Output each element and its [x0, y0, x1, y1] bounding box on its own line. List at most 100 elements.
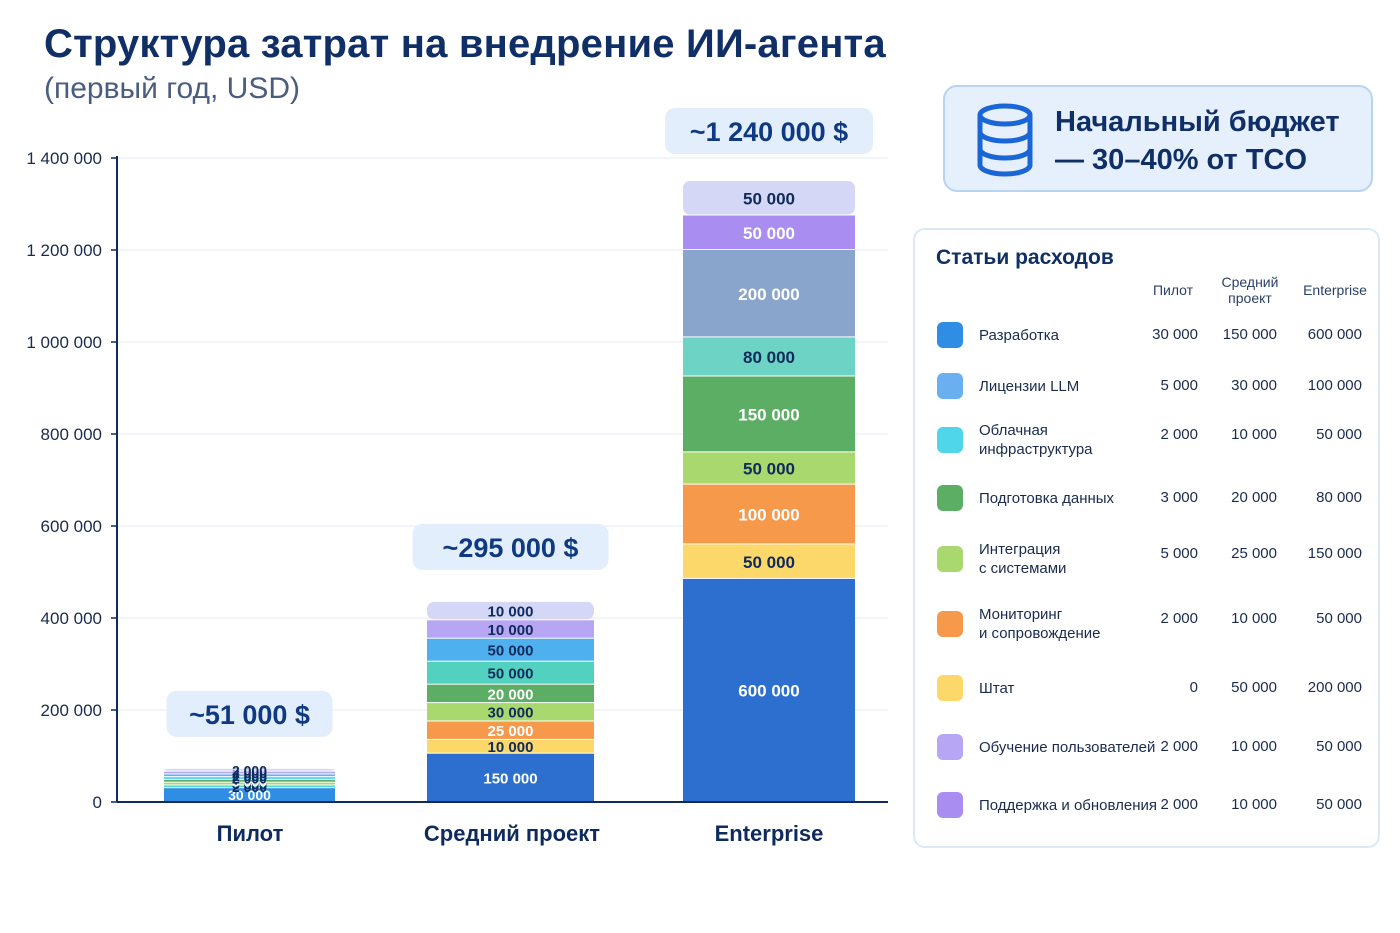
legend-row-value: 50 000 [1316, 738, 1362, 755]
bar-segment [683, 578, 855, 801]
segment-label: 25 000 [488, 723, 534, 740]
legend-row-value: 150 000 [1307, 545, 1362, 562]
legend-row-label: Лицензии LLM [979, 378, 1080, 395]
page-subtitle: (первый год, USD) [44, 72, 301, 105]
bar-segment [427, 739, 594, 753]
legend-swatch [937, 792, 963, 818]
bar-segment [683, 215, 855, 249]
bar-segment [683, 544, 855, 578]
legend-row-value: 10 000 [1231, 426, 1277, 443]
legend-swatch [937, 675, 963, 701]
legend-row-value: 50 000 [1316, 610, 1362, 627]
legend-row-value: 80 000 [1316, 489, 1362, 506]
segment-label: 30 000 [228, 787, 271, 803]
segment-label: 80 000 [743, 348, 795, 367]
bar-segment [164, 782, 335, 785]
segment-label: 30 000 [488, 705, 534, 722]
total-badge [665, 108, 873, 154]
legend-swatch [937, 427, 963, 453]
legend-swatch [937, 373, 963, 399]
bar-segment [427, 703, 594, 721]
bar-segment [164, 788, 335, 801]
legend-panel: Статьи расходов Пилот Средний проект Enter… [913, 228, 1380, 848]
bar-segment [164, 779, 335, 782]
y-tick-label: 400 000 [41, 609, 102, 628]
legend-row-value: 150 000 [1222, 326, 1277, 343]
segment-label: 2 000 [232, 762, 267, 778]
bar-segment [427, 721, 594, 739]
legend-row-value: 0 [1189, 679, 1198, 696]
legend-row: Мониторинг и сопровождение 2 000 10 000 50 … [915, 602, 1382, 646]
bar-segment [683, 337, 855, 376]
legend-row-value: 50 000 [1316, 796, 1362, 813]
legend-row-value: 600 000 [1307, 326, 1362, 343]
legend-row: Поддержка и обновления 2 000 10 000 50 000 [915, 783, 1382, 827]
total-label: ~1 240 000 $ [690, 117, 848, 147]
legend-row-value: 5 000 [1160, 377, 1198, 394]
legend-row-label: Разработка [979, 327, 1059, 344]
bar-segment [683, 250, 855, 337]
legend-row-label: Подготовка данных [979, 490, 1115, 507]
legend-row: Интеграция с системами 5 000 25 000 150 000 [915, 537, 1382, 581]
total-badge [412, 523, 609, 570]
legend-row-label: Поддержка и обновления [979, 797, 1158, 814]
legend-row-label: Облачная инфраструктура [979, 422, 1093, 458]
x-tick-label: Enterprise [715, 821, 824, 846]
bar-segment [683, 452, 855, 484]
segment-label: 50 000 [488, 666, 534, 683]
legend-row-value: 10 000 [1231, 796, 1277, 813]
segment-label: 50 000 [488, 643, 534, 660]
page-title: Структура затрат на внедрение ИИ-агента [44, 22, 886, 66]
legend-row: Штат 0 50 000 200 000 [915, 666, 1382, 710]
legend-row-value: 3 000 [1160, 489, 1198, 506]
legend-row-value: 200 000 [1307, 679, 1362, 696]
legend-row-value: 100 000 [1307, 377, 1362, 394]
segment-label: 150 000 [738, 406, 799, 425]
legend-row-value: 30 000 [1231, 377, 1277, 394]
legend-row-value: 50 000 [1231, 679, 1277, 696]
segment-label: 100 000 [738, 506, 799, 525]
bar-segment [427, 620, 594, 638]
y-tick-label: 0 [93, 793, 102, 812]
total-label: ~295 000 $ [443, 533, 579, 563]
total-badge [166, 690, 333, 737]
legend-row-label: Мониторинг и сопровождение [979, 606, 1101, 642]
legend-row-value: 2 000 [1160, 610, 1198, 627]
legend-row-label: Штат [979, 680, 1015, 697]
legend-row-label: Обучение пользователей [979, 739, 1156, 756]
bar-segment [683, 484, 855, 544]
legend-row-value: 10 000 [1231, 610, 1277, 627]
legend-swatch [937, 485, 963, 511]
segment-label: 20 000 [488, 686, 534, 703]
bar-segment [427, 638, 594, 661]
x-tick-label: Пилот [217, 821, 284, 846]
legend-swatch [937, 734, 963, 760]
legend-row: Обучение пользователей 2 000 10 000 50 000 [915, 725, 1382, 769]
budget-note-text: Начальный бюджет — 30–40% от TCO [1055, 106, 1340, 176]
x-tick-label: Средний проект [424, 821, 600, 846]
y-tick-label: 800 000 [41, 425, 102, 444]
bar-segment [164, 785, 335, 788]
stacked-bar-chart: 0 200 000 400 000 600 000 800 000 1 000 000 1 … [26, 108, 888, 846]
bar-segment [683, 181, 855, 215]
bar-segment [164, 774, 335, 777]
segment-label: 10 000 [488, 622, 534, 639]
legend-row-value: 10 000 [1231, 738, 1277, 755]
legend-row-value: 50 000 [1316, 426, 1362, 443]
legend-row-value: 25 000 [1231, 545, 1277, 562]
legend-row: Облачная инфраструктура 2 000 10 000 50 000 [915, 418, 1382, 462]
bar-segment [164, 768, 335, 771]
legend-row-label: Интеграция с системами [979, 541, 1067, 577]
segment-label: 10 000 [488, 604, 534, 621]
budget-note: Начальный бюджет — 30–40% от TCO [943, 85, 1373, 192]
legend-row: Разработка 30 000 150 000 600 000 [915, 313, 1382, 357]
legend-swatch [937, 611, 963, 637]
segment-label: 600 000 [738, 682, 799, 701]
bar-segment [683, 376, 855, 452]
segment-label: 50 000 [743, 224, 795, 243]
y-tick-label: 600 000 [41, 517, 102, 536]
total-label: ~51 000 $ [189, 700, 310, 730]
y-tick-label: 1 400 000 [26, 149, 102, 168]
legend-row-value: 20 000 [1231, 489, 1277, 506]
bar-segment [427, 684, 594, 703]
